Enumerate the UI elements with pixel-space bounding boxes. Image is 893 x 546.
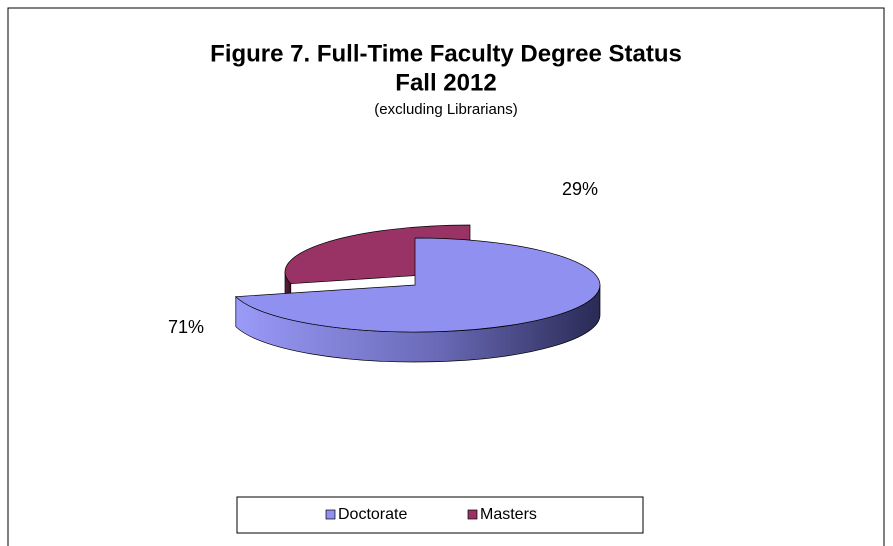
legend-label: Masters — [480, 506, 537, 523]
chart-subtitle: Fall 2012 — [395, 69, 496, 96]
legend-box — [236, 496, 644, 534]
data-label: 71% — [168, 317, 204, 337]
chart-note: (excluding Librarians) — [374, 101, 517, 118]
pie — [235, 224, 601, 363]
chart-title: Figure 7. Full-Time Faculty Degree Statu… — [210, 40, 682, 67]
legend-swatch — [325, 509, 336, 520]
chart-frame — [7, 7, 885, 546]
legend-label: Doctorate — [338, 506, 407, 523]
data-label: 29% — [562, 179, 598, 199]
legend-swatch — [467, 509, 478, 520]
slice — [235, 237, 601, 333]
